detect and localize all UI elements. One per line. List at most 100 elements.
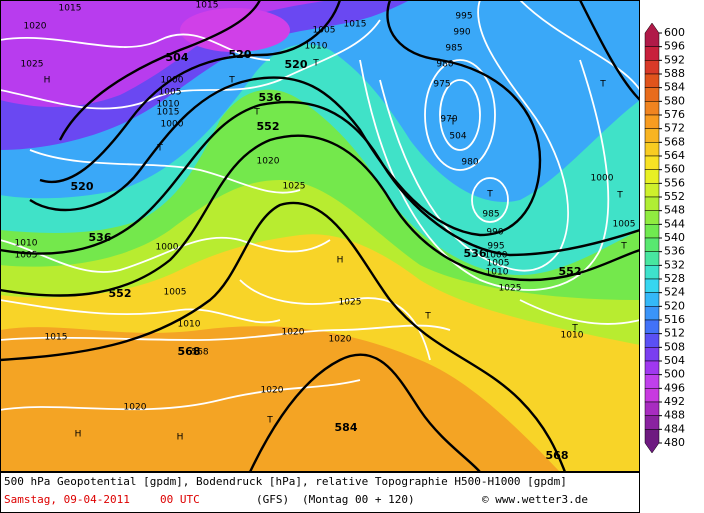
isohypses — [0, 0, 640, 472]
map-label: T — [156, 144, 163, 154]
map-label: 1020 — [329, 335, 352, 345]
map-label: 1025 — [283, 182, 306, 192]
colorbar-band — [644, 155, 660, 170]
colorbar-label: 580 — [664, 94, 685, 107]
colorbar-label: 484 — [664, 422, 685, 435]
footer-time: 00 UTC — [160, 493, 200, 506]
colorbar: 6005965925885845805765725685645605565525… — [644, 22, 685, 454]
map-label: 1005 — [487, 259, 510, 269]
colorbar-band — [644, 292, 660, 307]
colorbar-band — [644, 401, 660, 416]
map-label: 504 — [449, 132, 466, 142]
map-label: 975 — [433, 80, 450, 90]
map-label: 990 — [486, 228, 503, 238]
colorbar-band — [644, 101, 660, 116]
colorbar-label: 560 — [664, 163, 685, 176]
colorbar-band — [644, 265, 660, 280]
colorbar-label: 576 — [664, 108, 685, 121]
colorbar-band — [644, 347, 660, 362]
footer-description: 500 hPa Geopotential [gpdm], Bodendruck … — [4, 475, 567, 488]
colorbar-band — [644, 87, 660, 102]
map-label: 568 — [178, 345, 201, 358]
colorbar-band — [644, 128, 660, 143]
colorbar-label: 568 — [664, 135, 685, 148]
map-label: 520 — [285, 58, 308, 71]
colorbar-band — [644, 73, 660, 88]
map-label: H — [44, 76, 51, 86]
map-label: T — [616, 191, 623, 201]
map-label: 1010 — [157, 100, 180, 110]
map-label: 1025 — [499, 284, 522, 294]
colorbar-band — [644, 60, 660, 75]
map-label: 1015 — [196, 1, 219, 11]
colorbar-label: 564 — [664, 149, 685, 162]
map-labels: 101510201025H5041015520T1005101010151000… — [15, 1, 636, 463]
colorbar-band — [644, 46, 660, 61]
colorbar-band — [644, 183, 660, 198]
map-label: 1015 — [344, 20, 367, 30]
map-frame — [0, 0, 640, 472]
colorbar-band — [644, 237, 660, 252]
map-label: 1010 — [561, 331, 584, 341]
map-label: 520 — [71, 180, 94, 193]
map-label: 584 — [335, 421, 358, 434]
colorbar-label: 492 — [664, 395, 685, 408]
map-label: 536 — [89, 231, 112, 244]
colorbar-label: 552 — [664, 190, 685, 203]
map-label: 1005 — [15, 251, 38, 261]
colorbar-band — [644, 319, 660, 334]
colorbar-label: 532 — [664, 258, 685, 271]
colorbar-band — [644, 142, 660, 157]
colorbar-band — [644, 224, 660, 239]
map-label: T — [253, 108, 260, 118]
map-label: T — [599, 80, 606, 90]
colorbar-label: 528 — [664, 272, 685, 285]
map-label: 990 — [453, 28, 470, 38]
colorbar-label: 556 — [664, 176, 685, 189]
map-label: 536 — [464, 247, 487, 260]
map-label: T — [571, 324, 578, 334]
colorbar-band — [644, 210, 660, 225]
colorbar-label: 544 — [664, 217, 685, 230]
colorbar-band — [644, 169, 660, 184]
colorbar-band — [644, 251, 660, 266]
colorbar-label: 536 — [664, 245, 685, 258]
map-label: 1020 — [261, 386, 284, 396]
colorbar-label: 516 — [664, 313, 685, 326]
field-magenta — [180, 8, 290, 52]
map-label: 985 — [482, 210, 499, 220]
colorbar-label: 500 — [664, 368, 685, 381]
map-label: 552 — [257, 120, 280, 133]
map-label: 1000 — [161, 120, 184, 130]
colorbar-label: 512 — [664, 327, 685, 340]
map-label: T — [620, 242, 627, 252]
colorbar-band — [644, 415, 660, 430]
map-label: 1020 — [257, 157, 280, 167]
colorbar-band — [644, 306, 660, 321]
colorbar-band — [644, 278, 660, 293]
colorbar-label: 496 — [664, 381, 685, 394]
colorbar-label: 548 — [664, 204, 685, 217]
colorbar-band — [644, 374, 660, 389]
map-label: 1005 — [164, 288, 187, 298]
colorbar-label: 592 — [664, 53, 685, 66]
map-label: 1025 — [339, 298, 362, 308]
map-label: 980 — [436, 60, 453, 70]
colorbar-label: 508 — [664, 340, 685, 353]
map-label: 1005 — [313, 26, 336, 36]
map-label: 520 — [229, 48, 252, 61]
colorbar-label: 540 — [664, 231, 685, 244]
map-label: 1000 — [161, 76, 184, 86]
colorbar-label: 488 — [664, 409, 685, 422]
colorbar-label: 588 — [664, 67, 685, 80]
colorbar-band — [644, 196, 660, 211]
map-label: 1000 — [591, 174, 614, 184]
colorbar-label: 584 — [664, 81, 685, 94]
map-label: 568 — [191, 348, 208, 358]
map-label: T — [449, 118, 456, 128]
colorbar-label: 524 — [664, 286, 685, 299]
map-label: 995 — [455, 12, 472, 22]
map-label: T — [424, 312, 431, 322]
